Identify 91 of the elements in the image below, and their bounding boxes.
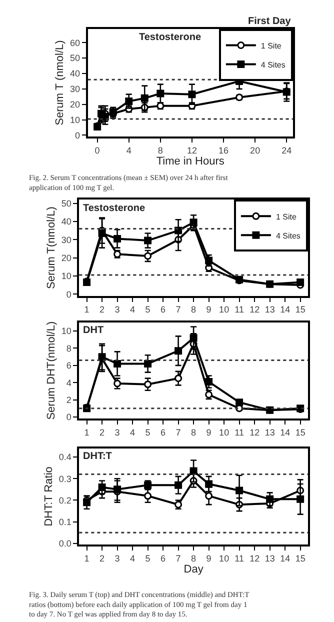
y-tick-label: 0.1: [58, 517, 72, 528]
y-tick-label: 0.2: [58, 495, 72, 506]
y-tick-label: 50: [61, 198, 72, 208]
y-tick-label: 6: [66, 360, 72, 371]
x-tick-label: 15: [295, 304, 306, 315]
x-tick-label: 8: [191, 428, 196, 438]
chart-title: DHT: [83, 325, 104, 336]
y-tick-label: 0.4: [58, 452, 72, 462]
y-tick-label: 50: [70, 53, 80, 64]
x-tick-label: 4: [130, 304, 136, 315]
x-tick-label: 14: [280, 553, 290, 564]
y-tick-label: 10: [70, 114, 80, 125]
chart-title: Testosterone: [139, 32, 202, 43]
y-tick-label: 0: [66, 412, 72, 422]
x-tick-label: 1: [84, 428, 90, 438]
x-tick-label: 13: [264, 553, 275, 564]
x-tick-label: 20: [250, 146, 260, 156]
x-tick-label: 12: [250, 304, 260, 315]
x-tick-label: 4: [130, 553, 136, 564]
y-axis-title: Serum DHT(nmol/L): [45, 321, 58, 420]
y-tick-label: 60: [70, 38, 80, 48]
x-tick-label: 12: [250, 553, 260, 564]
x-tick-label: 1: [84, 304, 90, 315]
legend-label: 4 Sites: [276, 231, 300, 240]
x-tick-label: 4: [126, 146, 132, 156]
x-tick-label: 16: [218, 146, 229, 156]
x-tick-label: 9: [206, 553, 212, 564]
x-tick-label: 5: [145, 553, 150, 564]
y-tick-label: 10: [61, 326, 72, 336]
x-tick-label: 0: [94, 146, 100, 156]
y-tick-label: 0: [75, 130, 80, 140]
x-tick-label: 3: [114, 553, 120, 564]
y-tick-label: 20: [61, 252, 72, 263]
x-axis-title: Time in Hours: [156, 156, 225, 168]
x-tick-label: 13: [264, 428, 275, 438]
x-tick-label: 9: [206, 428, 212, 438]
legend-label: 4 Sites: [260, 60, 286, 70]
x-tick-label: 5: [145, 428, 150, 438]
x-tick-label: 6: [160, 428, 166, 438]
y-tick-label: 2: [66, 394, 72, 405]
x-tick-label: 13: [264, 304, 275, 315]
y-tick-label: 40: [70, 68, 80, 79]
x-tick-label: 10: [219, 428, 230, 438]
y-tick-label: 8: [66, 343, 72, 354]
y-tick-label: 30: [61, 234, 72, 245]
x-tick-label: 10: [219, 553, 230, 564]
x-axis-title: Day: [184, 563, 204, 576]
legend-label: 1 Site: [260, 41, 282, 50]
x-tick-label: 10: [219, 304, 230, 315]
chart-title: DHT:T: [83, 451, 112, 462]
x-tick-label: 8: [158, 146, 163, 156]
y-tick-label: 40: [61, 216, 72, 227]
y-tick-label: 4: [66, 378, 72, 388]
x-tick-label: 11: [234, 304, 244, 315]
x-tick-label: 15: [295, 553, 306, 564]
legend-label: 1 Site: [276, 212, 297, 222]
chart-title: Testosterone: [83, 203, 146, 214]
x-tick-label: 3: [114, 428, 120, 438]
x-tick-label: 24: [282, 146, 292, 156]
y-tick-label: 20: [70, 99, 80, 110]
x-tick-label: 11: [234, 553, 244, 564]
x-tick-label: 6: [160, 553, 166, 564]
x-tick-label: 9: [206, 304, 212, 315]
y-tick-label: 10: [61, 271, 72, 282]
y-tick-label: 0.3: [58, 474, 72, 484]
x-tick-label: 1: [84, 553, 90, 564]
x-tick-label: 8: [191, 304, 196, 315]
y-axis-title: DHT:T Ratio: [42, 466, 55, 526]
x-tick-label: 6: [160, 304, 166, 315]
x-tick-label: 5: [145, 304, 150, 315]
x-tick-label: 15: [295, 428, 306, 438]
x-tick-label: 2: [100, 428, 105, 438]
y-tick-label: 0: [66, 289, 72, 300]
x-tick-label: 4: [130, 428, 136, 438]
x-tick-label: 3: [114, 304, 120, 315]
x-tick-label: 8: [191, 553, 196, 564]
x-tick-label: 7: [176, 304, 181, 315]
x-tick-label: 12: [186, 146, 197, 156]
x-tick-label: 7: [176, 428, 181, 438]
chart-subtitle: First Day: [248, 16, 292, 27]
x-tick-label: 14: [280, 428, 290, 438]
y-axis-title: Serum T (nmol/L): [54, 40, 66, 126]
y-tick-label: 30: [70, 84, 80, 94]
y-axis-title: Serum T(nmol/L): [45, 206, 58, 289]
x-tick-label: 12: [250, 428, 260, 438]
x-tick-label: 2: [100, 304, 105, 315]
x-tick-label: 2: [100, 553, 105, 564]
x-tick-label: 7: [176, 553, 181, 564]
x-tick-label: 14: [280, 304, 290, 315]
y-tick-label: 0.0: [58, 538, 72, 549]
x-tick-label: 11: [234, 428, 244, 438]
